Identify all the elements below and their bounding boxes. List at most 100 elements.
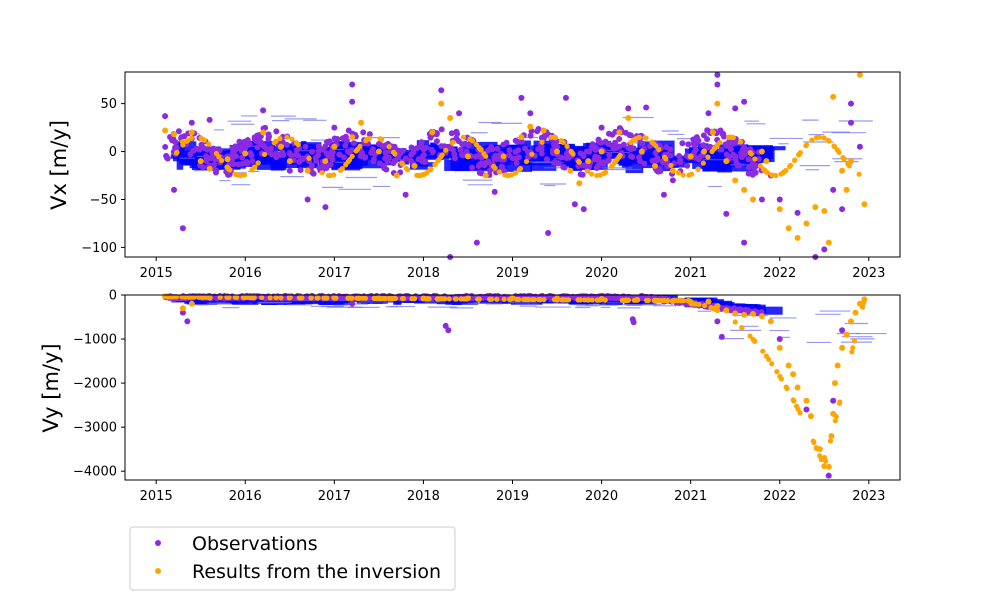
vx-x-tick-label: 2022 bbox=[763, 266, 796, 281]
vx-observation-cloud-point bbox=[418, 139, 425, 146]
vx-inversion-point bbox=[750, 196, 757, 203]
vx-band bbox=[418, 162, 436, 167]
vx-observation-cloud-point bbox=[595, 154, 602, 161]
vy-x-tick-label: 2018 bbox=[407, 489, 440, 504]
vy-observation-point bbox=[803, 406, 810, 413]
vy-inversion-trend-point bbox=[382, 295, 389, 302]
vx-inversion-trend-point bbox=[289, 136, 295, 142]
vx-inversion-trend-point bbox=[349, 153, 355, 159]
vy-inversion-point bbox=[828, 432, 835, 439]
vx-observation-point bbox=[643, 104, 650, 111]
vx-inversion-trend-point bbox=[614, 156, 620, 162]
vy-inversion-point bbox=[767, 318, 774, 325]
vx-inversion-point bbox=[856, 71, 863, 78]
vx-observation-cloud-point bbox=[288, 152, 295, 159]
vx-band bbox=[270, 146, 297, 152]
vx-y-axis: 50 0 −50 −100 bbox=[81, 97, 125, 256]
vy-inversion-trend-point bbox=[388, 295, 395, 302]
vx-band bbox=[707, 162, 720, 167]
vx-inversion-point bbox=[638, 148, 645, 155]
vx-band bbox=[560, 157, 568, 167]
vx-observation-point bbox=[179, 225, 186, 232]
vx-inversion-point bbox=[585, 158, 592, 165]
vx-observation-cloud-point bbox=[518, 138, 525, 145]
vx-observation-point bbox=[830, 186, 837, 193]
vx-inversion-trend-point bbox=[460, 134, 467, 140]
vx-observation-cloud-point bbox=[684, 162, 691, 169]
vy-inversion-trend-point bbox=[308, 295, 314, 301]
vy-inversion-trend-point bbox=[489, 296, 495, 302]
vx-observation-cloud-point bbox=[506, 152, 513, 159]
vx-x-tick-label: 2023 bbox=[852, 266, 885, 281]
vy-y-tick-label: −4000 bbox=[73, 465, 117, 480]
vy-inversion-trend-point bbox=[774, 369, 780, 375]
vx-inversion-trend-point bbox=[234, 172, 241, 178]
vx-observation-point bbox=[402, 191, 409, 198]
vx-y-tick-label: −50 bbox=[90, 193, 117, 208]
vx-inversion-trend-point bbox=[399, 161, 406, 167]
vx-inversion-trend-point bbox=[668, 162, 674, 169]
vx-observation-cloud-point bbox=[551, 159, 558, 166]
vx-observation-point bbox=[473, 239, 480, 246]
vx-inversion-trend-point bbox=[825, 137, 831, 144]
vx-inversion-trend-point bbox=[636, 134, 642, 141]
vx-inversion-trend-point bbox=[539, 139, 545, 145]
vx-inversion-point bbox=[714, 100, 721, 107]
vy-inversion-trend-point bbox=[296, 295, 302, 301]
vx-observation-cloud-point bbox=[732, 138, 739, 145]
vy-inversion-trend-point bbox=[665, 297, 671, 304]
vx-inversion-trend-point bbox=[814, 135, 820, 141]
vx-inversion-trend-point bbox=[180, 142, 186, 148]
vy-observation-point bbox=[445, 327, 452, 334]
vx-inversion-point bbox=[625, 115, 632, 122]
vx-observation-cloud-point bbox=[381, 165, 388, 172]
vx-inversion-trend-point bbox=[846, 163, 852, 169]
vx-inversion-point bbox=[260, 129, 267, 136]
vx-inversion-trend-point bbox=[392, 151, 398, 157]
vx-inversion-point bbox=[170, 131, 177, 138]
vx-inversion-point bbox=[482, 172, 489, 179]
vx-observation-cloud-point bbox=[583, 148, 590, 155]
vy-inversion-trend-point bbox=[732, 319, 738, 325]
vx-inversion-trend-point bbox=[787, 163, 793, 170]
vx-observation-cloud-point bbox=[273, 128, 280, 135]
vx-inversion-trend-point bbox=[589, 171, 595, 177]
vy-observation-point bbox=[830, 397, 837, 404]
vy-inversion-trend-point bbox=[791, 398, 797, 404]
vx-band bbox=[371, 154, 388, 164]
vx-observation-cloud-point bbox=[315, 147, 322, 154]
vy-inversion-trend-point bbox=[371, 295, 377, 301]
vy-inversion-trend-point bbox=[813, 445, 820, 452]
vy-inversion-trend-point bbox=[233, 294, 240, 300]
vy-inversion-trend-point bbox=[349, 295, 355, 301]
vx-inversion-point bbox=[723, 158, 730, 165]
vx-inversion-trend-point bbox=[386, 143, 392, 150]
vx-band bbox=[277, 155, 285, 166]
vx-band bbox=[618, 159, 633, 166]
vy-inversion-trend-point bbox=[362, 295, 369, 301]
vx-observation-cloud-point bbox=[459, 152, 466, 159]
vx-inversion-trend-point bbox=[377, 136, 383, 142]
vx-observation-cloud-point bbox=[459, 141, 466, 148]
vy-inversion-trend-point bbox=[860, 300, 867, 306]
vx-inversion-point bbox=[669, 167, 676, 174]
vx-inversion-trend-point bbox=[255, 160, 261, 166]
vx-observation-cloud-point bbox=[515, 154, 522, 161]
vy-inversion-trend-point bbox=[766, 356, 772, 362]
vx-inversion-trend-point bbox=[757, 163, 764, 169]
vx-observation-point bbox=[491, 188, 498, 195]
vx-observation-cloud-point bbox=[302, 143, 309, 150]
vx-observation-cloud-point bbox=[309, 148, 316, 155]
vx-inversion-trend-point bbox=[564, 143, 570, 149]
vx-observation-cloud-point bbox=[257, 138, 264, 145]
vx-observation-point bbox=[170, 186, 177, 193]
vx-observation-point bbox=[848, 119, 855, 126]
vy-inversion-trend-point bbox=[409, 296, 415, 302]
vx-observation-cloud-point bbox=[428, 146, 435, 153]
vx-inversion-point bbox=[197, 158, 204, 165]
vy-inversion-trend-point bbox=[585, 297, 591, 303]
vy-inversion-point bbox=[834, 362, 841, 369]
vx-inversion-point bbox=[540, 127, 547, 134]
vx-x-tick-label: 2018 bbox=[407, 266, 440, 281]
vy-inversion-trend-point bbox=[200, 294, 206, 300]
